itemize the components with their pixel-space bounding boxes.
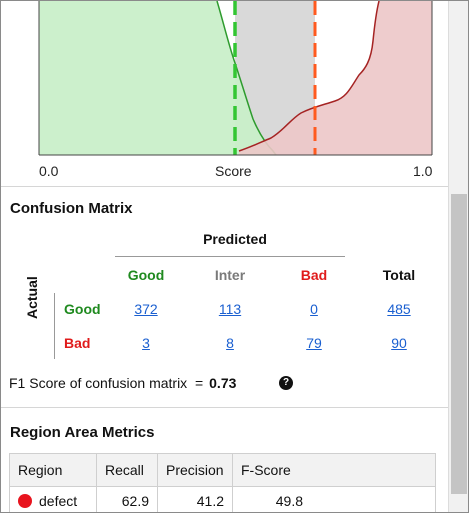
fscore-cell: 49.8 bbox=[232, 486, 436, 512]
good-distribution-area bbox=[39, 1, 276, 155]
vertical-scrollbar[interactable] bbox=[448, 1, 468, 512]
col-precision[interactable]: Precision bbox=[157, 453, 233, 487]
cm-bad-bad[interactable]: 79 bbox=[306, 335, 322, 351]
good-distribution-line bbox=[216, 1, 277, 156]
col-bad-header: Bad bbox=[300, 267, 328, 283]
cm-bad-inter[interactable]: 8 bbox=[226, 335, 234, 351]
table-row[interactable]: defect 62.9 41.2 49.8 bbox=[9, 486, 436, 512]
f1-score-value: 0.73 bbox=[209, 375, 237, 391]
defect-color-dot-icon bbox=[18, 494, 32, 508]
x-max-tick-label: 1.0 bbox=[413, 163, 433, 179]
actual-divider bbox=[54, 293, 55, 359]
region-metrics-title: Region Area Metrics bbox=[10, 424, 155, 441]
fscore-value: 49.8 bbox=[275, 493, 303, 509]
cm-bad-good[interactable]: 3 bbox=[142, 335, 150, 351]
row-good-label: Good bbox=[64, 301, 101, 317]
confusion-matrix-title: Confusion Matrix bbox=[10, 200, 133, 217]
cm-good-good[interactable]: 372 bbox=[134, 301, 158, 317]
predicted-label: Predicted bbox=[203, 231, 267, 247]
x-axis-label: Score bbox=[215, 163, 252, 179]
scrollbar-thumb[interactable] bbox=[451, 194, 467, 494]
region-metrics-table: Region Recall Precision F-Score defect 6… bbox=[9, 453, 436, 512]
table-header-row: Region Recall Precision F-Score bbox=[9, 453, 436, 487]
score-chart-svg bbox=[38, 1, 433, 156]
precision-cell: 41.2 bbox=[157, 486, 233, 512]
cm-good-inter[interactable]: 113 bbox=[218, 301, 242, 317]
cm-good-bad[interactable]: 0 bbox=[310, 301, 318, 317]
f1-score-label: F1 Score of confusion matrix = bbox=[9, 375, 204, 391]
cm-bad-total[interactable]: 90 bbox=[391, 335, 407, 351]
col-recall[interactable]: Recall bbox=[96, 453, 158, 487]
region-cell: defect bbox=[9, 486, 97, 512]
col-total-header: Total bbox=[382, 267, 416, 283]
actual-label: Actual bbox=[24, 276, 40, 319]
recall-cell: 62.9 bbox=[96, 486, 158, 512]
region-name: defect bbox=[39, 493, 78, 509]
col-region[interactable]: Region bbox=[9, 453, 97, 487]
question-icon[interactable]: ? bbox=[279, 376, 293, 390]
col-good-header: Good bbox=[127, 267, 165, 283]
divider bbox=[1, 407, 448, 408]
cm-good-total[interactable]: 485 bbox=[387, 301, 411, 317]
row-bad-label: Bad bbox=[64, 335, 91, 351]
col-inter-header: Inter bbox=[214, 267, 246, 283]
f1-score-row: F1 Score of confusion matrix = 0.73 bbox=[9, 375, 236, 391]
bad-distribution-area bbox=[239, 1, 432, 155]
bad-distribution-line bbox=[238, 1, 380, 152]
predicted-underline bbox=[115, 256, 345, 257]
results-panel: 0.0 Score 1.0 Confusion Matrix Predicted… bbox=[1, 1, 448, 512]
col-fscore[interactable]: F-Score bbox=[232, 453, 436, 487]
score-distribution-chart: 0.0 Score 1.0 bbox=[1, 1, 448, 186]
divider bbox=[1, 186, 448, 187]
x-min-tick-label: 0.0 bbox=[39, 163, 59, 179]
